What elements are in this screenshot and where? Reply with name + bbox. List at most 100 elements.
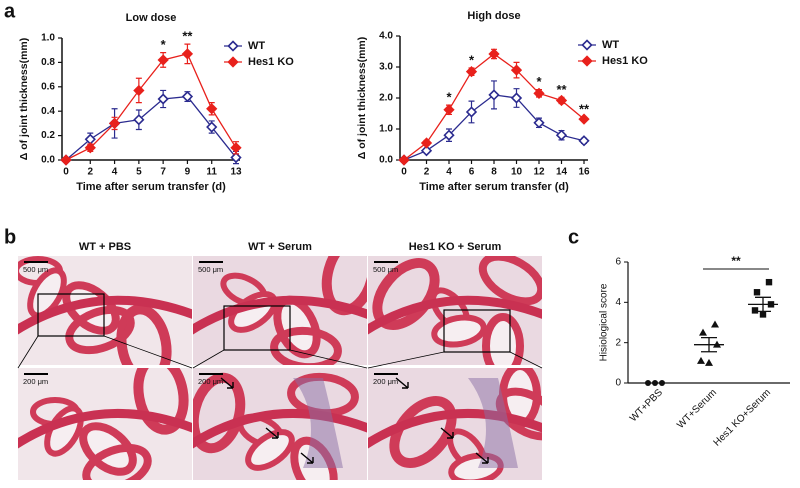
bone bbox=[245, 429, 295, 471]
y-tick-label: 0 bbox=[615, 378, 621, 389]
scale-label: 500 μm bbox=[373, 265, 398, 274]
bone-band bbox=[193, 408, 367, 449]
zoom-line bbox=[192, 349, 225, 369]
y-tick-label: 4 bbox=[615, 297, 621, 308]
legend-marker bbox=[581, 55, 593, 67]
point bbox=[759, 311, 767, 318]
marker bbox=[157, 54, 169, 66]
point bbox=[751, 307, 759, 314]
marker bbox=[420, 137, 433, 149]
x-tick-label: 12 bbox=[533, 167, 545, 178]
marker bbox=[181, 48, 194, 60]
bone bbox=[82, 443, 152, 480]
legend-label: Hes1 KO bbox=[248, 56, 294, 68]
tissue bbox=[193, 256, 367, 365]
legend-marker bbox=[581, 39, 593, 51]
x-tick-label: 0 bbox=[401, 167, 407, 178]
bone-band bbox=[193, 295, 367, 335]
image-title: Hes1 KO + Serum bbox=[409, 241, 502, 253]
x-tick-label: 2 bbox=[424, 167, 430, 178]
y-tick-label: 0.0 bbox=[41, 155, 55, 166]
series-line bbox=[65, 53, 237, 161]
legend-label: WT bbox=[602, 39, 619, 51]
marker bbox=[533, 117, 545, 129]
x-tick-label: WT+PBS bbox=[628, 387, 665, 424]
x-tick-label: 6 bbox=[469, 167, 475, 178]
x-tick-label: 5 bbox=[136, 167, 142, 178]
tissue bbox=[368, 368, 542, 480]
significance: * bbox=[469, 52, 475, 67]
marker bbox=[84, 142, 96, 154]
series-line bbox=[65, 95, 237, 161]
bone-band bbox=[368, 295, 542, 335]
legend-label: WT bbox=[248, 40, 265, 52]
bone-band bbox=[18, 408, 192, 449]
significance: * bbox=[446, 90, 452, 105]
x-tick-label: 11 bbox=[206, 167, 217, 178]
marker bbox=[533, 87, 545, 99]
y-axis-label: Δ of joint thickness(mm) bbox=[18, 38, 30, 160]
bone bbox=[270, 326, 342, 365]
y-tick-label: 2.0 bbox=[379, 93, 393, 104]
inset-box bbox=[37, 293, 105, 337]
scale-label: 200 μm bbox=[198, 377, 223, 386]
inset-box bbox=[223, 305, 291, 351]
x-tick-label: 4 bbox=[112, 167, 118, 178]
point bbox=[659, 380, 665, 386]
x-tick-label: 4 bbox=[446, 167, 452, 178]
x-tick-label: 16 bbox=[578, 167, 590, 178]
x-tick-label: 9 bbox=[185, 167, 191, 178]
x-tick-label: 0 bbox=[63, 167, 69, 178]
marker bbox=[488, 89, 500, 101]
sem-bar bbox=[755, 296, 771, 313]
chart-title: High dose bbox=[467, 10, 520, 22]
marker bbox=[465, 66, 478, 78]
zoom-line bbox=[367, 351, 445, 369]
x-tick-label: WT+Serum bbox=[675, 387, 719, 431]
point bbox=[697, 356, 705, 364]
marker bbox=[157, 93, 169, 105]
y-tick-label: 0.6 bbox=[41, 81, 55, 92]
y-tick-label: 1.0 bbox=[41, 33, 55, 44]
arrow bbox=[220, 377, 234, 389]
y-tick-label: 6 bbox=[615, 257, 621, 268]
x-tick-label: 10 bbox=[511, 167, 523, 178]
significance: ** bbox=[182, 29, 193, 44]
y-tick-label: 0.0 bbox=[379, 155, 393, 166]
point bbox=[652, 380, 658, 386]
legend-marker bbox=[227, 40, 239, 52]
marker bbox=[465, 106, 478, 118]
x-axis-label: Time after serum transfer (d) bbox=[76, 181, 226, 193]
point bbox=[645, 380, 651, 386]
y-axis-label: Hisiological score bbox=[599, 283, 610, 361]
x-tick-label: 2 bbox=[88, 167, 94, 178]
significance: ** bbox=[731, 254, 741, 268]
arrow bbox=[440, 427, 454, 439]
y-tick-label: 4.0 bbox=[379, 31, 393, 42]
legend-label: Hes1 KO bbox=[602, 55, 648, 67]
sem-bar bbox=[701, 336, 717, 353]
marker bbox=[578, 135, 590, 147]
marker bbox=[443, 129, 455, 141]
marker bbox=[555, 94, 568, 107]
tissue bbox=[18, 368, 192, 480]
bone bbox=[431, 314, 487, 348]
infiltrate bbox=[468, 378, 518, 468]
y-axis-label: Δ of joint thickness(mm) bbox=[356, 37, 368, 159]
point bbox=[705, 358, 713, 366]
y-tick-label: 1.0 bbox=[379, 124, 393, 135]
image-title: WT + Serum bbox=[248, 241, 312, 253]
marker bbox=[578, 113, 590, 125]
marker bbox=[230, 142, 242, 154]
x-tick-label: 13 bbox=[230, 167, 242, 178]
image-title: WT + PBS bbox=[79, 241, 131, 253]
chart-title: Low dose bbox=[126, 12, 177, 24]
zoom-line bbox=[509, 351, 543, 369]
scale-label: 500 μm bbox=[23, 265, 48, 274]
y-tick-label: 0.8 bbox=[41, 57, 55, 68]
arrow bbox=[300, 452, 314, 464]
bone bbox=[116, 304, 172, 365]
inset-box bbox=[443, 309, 511, 353]
marker bbox=[206, 121, 218, 133]
bone bbox=[482, 313, 524, 365]
